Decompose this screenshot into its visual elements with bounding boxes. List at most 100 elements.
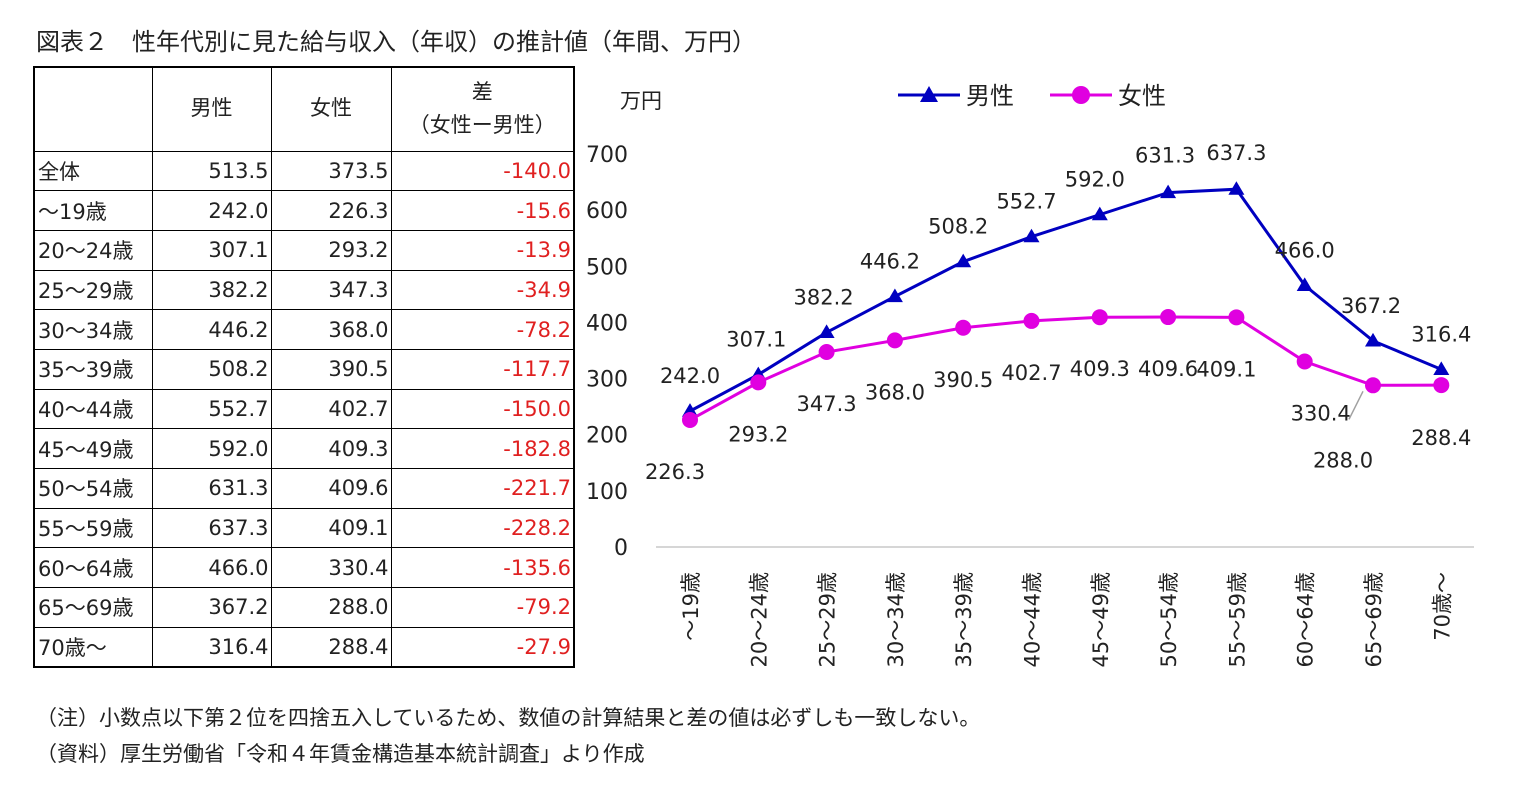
table-row: 20～24歳 307.1 293.2 -13.9 (33, 229, 575, 271)
diff-value: -13.9 (390, 229, 575, 271)
x-tick-label: 40～44歳 (1021, 572, 1045, 667)
line-chart: 万円 0 100 200 300 400 500 600 700 ～19歳 20～24歳 25～29歳… (586, 82, 1474, 667)
diff-value: -140.0 (390, 150, 575, 192)
x-tick-label: 25～29歳 (816, 572, 840, 667)
x-tick-label: 35～39歳 (952, 572, 976, 667)
diff-value: -15.6 (390, 190, 575, 231)
row-label: 45～49歳 (33, 428, 153, 469)
female-point (818, 344, 835, 361)
male-point (818, 324, 835, 339)
legend-triangle-icon (920, 86, 938, 102)
diff-value: -117.7 (390, 348, 575, 390)
female-value: 288.4 (270, 626, 392, 668)
male-data-label: 592.0 (1065, 168, 1125, 192)
diff-value: -135.6 (390, 547, 575, 589)
row-label: ～19歳 (33, 190, 153, 231)
male-data-label: 508.2 (928, 215, 988, 239)
row-label: 全体 (33, 150, 153, 192)
female-data-label: 226.3 (645, 460, 705, 484)
female-point (1091, 309, 1108, 326)
female-data-label: 293.2 (728, 422, 788, 446)
row-label: 30～34歳 (33, 309, 153, 350)
male-value: 592.0 (151, 428, 272, 469)
y-tick-label: 700 (586, 143, 628, 168)
male-value: 508.2 (151, 348, 272, 390)
row-label: 50～54歳 (33, 468, 153, 509)
header-diff-line1: 差 (471, 79, 493, 104)
y-tick-label: 500 (586, 255, 628, 280)
x-tick-label: 65～69歳 (1362, 572, 1386, 667)
header-label (33, 66, 153, 152)
series-line-female (689, 315, 1442, 422)
male-data-label: 552.7 (996, 190, 1056, 214)
table-row: 45～49歳 592.0 409.3 -182.8 (33, 428, 575, 469)
note-rounding: （注）小数点以下第２位を四捨五入しているため、数値の計算結果と差の値は必ずしも一… (36, 706, 981, 730)
table-row: ～19歳 242.0 226.3 -15.6 (33, 190, 575, 231)
note-source: （資料）厚生労働省「令和４年賃金構造基本統計調査」より作成 (36, 742, 645, 766)
diff-value: -221.7 (390, 468, 575, 509)
male-point (1365, 332, 1381, 347)
male-point (1433, 361, 1450, 375)
diff-value: -150.0 (390, 388, 575, 430)
male-value: 631.3 (151, 468, 272, 509)
female-point (1365, 377, 1381, 394)
table-row: 35～39歳 508.2 390.5 -117.7 (33, 348, 575, 390)
x-tick-label: 50～54歳 (1157, 572, 1181, 667)
female-point (1160, 309, 1177, 326)
male-point (1023, 228, 1040, 243)
diff-value: -182.8 (390, 428, 575, 469)
female-value: 330.4 (270, 547, 392, 589)
female-point (1433, 377, 1450, 394)
male-value: 446.2 (151, 309, 272, 350)
male-data-label: 307.1 (726, 328, 786, 352)
male-data-label: 637.3 (1206, 141, 1266, 165)
y-axis-label: 万円 (620, 89, 662, 113)
y-tick-label: 0 (614, 536, 628, 561)
female-data-label: 288.0 (1313, 448, 1373, 472)
table-row: 25～29歳 382.2 347.3 -34.9 (33, 269, 575, 311)
female-value: 402.7 (270, 388, 392, 430)
male-value: 242.0 (151, 190, 272, 231)
table-row: 40～44歳 552.7 402.7 -150.0 (33, 388, 575, 430)
x-tick-label: 45～49歳 (1089, 572, 1113, 667)
row-label: 60～64歳 (33, 547, 153, 589)
x-tick-label: 20～24歳 (747, 572, 771, 667)
female-value: 409.3 (270, 428, 392, 469)
male-point (1160, 184, 1177, 199)
male-value: 513.5 (151, 150, 272, 192)
male-value: 307.1 (151, 229, 272, 271)
table-row: 55～59歳 637.3 409.1 -228.2 (33, 507, 575, 549)
male-value: 552.7 (151, 388, 272, 430)
female-value: 409.6 (270, 468, 392, 509)
male-value: 367.2 (151, 587, 272, 628)
diff-value: -34.9 (390, 269, 575, 311)
data-table: 男性 女性 差（女性ー男性） 全体 513.5 373.5 -140.0 ～19歳 242… (33, 66, 575, 668)
female-value: 409.1 (270, 507, 392, 549)
x-tick-label: ～19歳 (679, 572, 703, 641)
male-point (1296, 277, 1313, 291)
table-row: 65～69歳 367.2 288.0 -79.2 (33, 587, 575, 628)
header-diff-line2: （女性ー男性） (408, 113, 556, 138)
female-point (886, 332, 903, 349)
male-point (955, 253, 972, 268)
male-data-label: 631.3 (1135, 144, 1195, 168)
female-value: 373.5 (270, 150, 392, 192)
y-tick-label: 300 (586, 368, 628, 393)
table-row: 全体 513.5 373.5 -140.0 (33, 150, 575, 192)
diff-value: -27.9 (390, 626, 575, 668)
female-point (955, 319, 972, 336)
x-tick-label: 30～34歳 (884, 572, 908, 667)
female-value: 293.2 (270, 229, 392, 271)
female-value: 288.0 (270, 587, 392, 628)
male-data-label: 466.0 (1275, 238, 1335, 262)
male-data-label: 242.0 (660, 364, 720, 388)
male-point (1228, 181, 1245, 195)
female-point (682, 411, 698, 428)
x-tick-label: 70歳～ (1430, 572, 1454, 641)
female-value: 347.3 (270, 269, 392, 311)
row-label: 55～59歳 (33, 507, 153, 549)
legend-label-female: 女性 (1118, 82, 1166, 110)
header-diff: 差 （女性ー男性） (390, 66, 575, 152)
x-tick-label: 55～59歳 (1225, 572, 1249, 667)
male-value: 382.2 (151, 269, 272, 311)
